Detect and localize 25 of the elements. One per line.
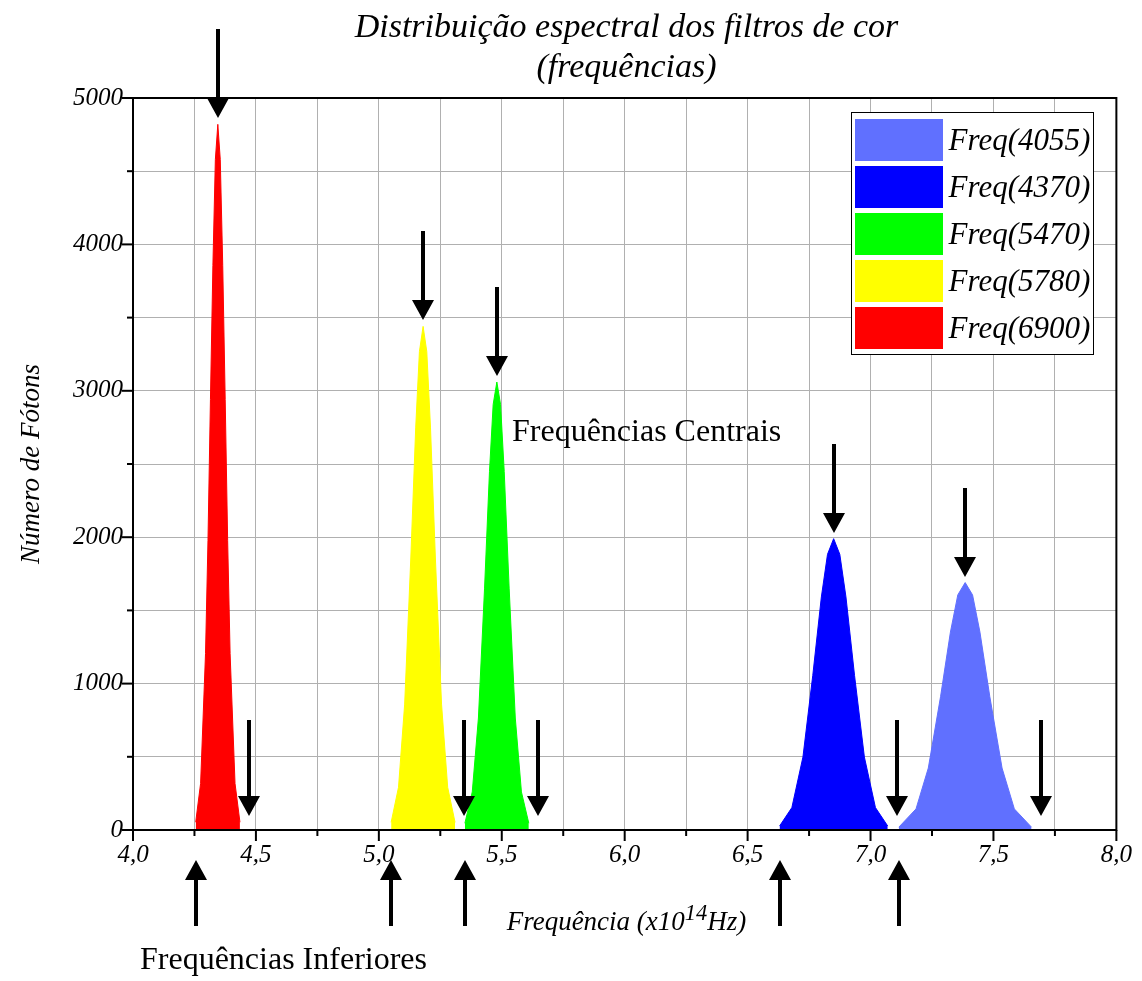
y-tick-label: 3000 [72,375,124,403]
y-tick-label: 1000 [73,668,124,696]
x-tick-label: 4,5 [240,839,272,867]
legend-label: Freq(5470) [948,215,1091,252]
y-tick-label: 4000 [73,228,124,256]
x-tick-label: 7,5 [977,839,1010,867]
x-tick-label: 7,0 [854,839,887,867]
x-tick-label: 6,5 [731,839,764,867]
x-tick-label: 5,0 [363,839,395,867]
y-tick-label: 2000 [73,521,124,549]
legend-label: Freq(5780) [948,262,1091,299]
chart-title: Distribuição espectral dos filtros de cor (frequências) [353,6,900,86]
legend-label: Freq(4370) [948,168,1091,205]
x-tick-label: 4,0 [117,839,150,867]
y-tick-label: 0 [110,814,124,842]
x-axis-title: Frequência (x10$^{14}$Hz) [505,900,748,937]
text: Frequências Inferiores [140,940,427,977]
y-tick-label: 5000 [73,82,124,110]
legend-label: Freq(4055) [948,121,1091,158]
x-tick-label: 5,5 [486,839,518,867]
y-axis-title: Número de Fótons [14,364,46,564]
x-tick-label: 8,0 [1100,839,1133,867]
x-tick-label: 6,0 [609,839,641,867]
legend-label: Freq(6900) [948,309,1091,346]
annotation: Frequências Centrais [512,412,782,449]
